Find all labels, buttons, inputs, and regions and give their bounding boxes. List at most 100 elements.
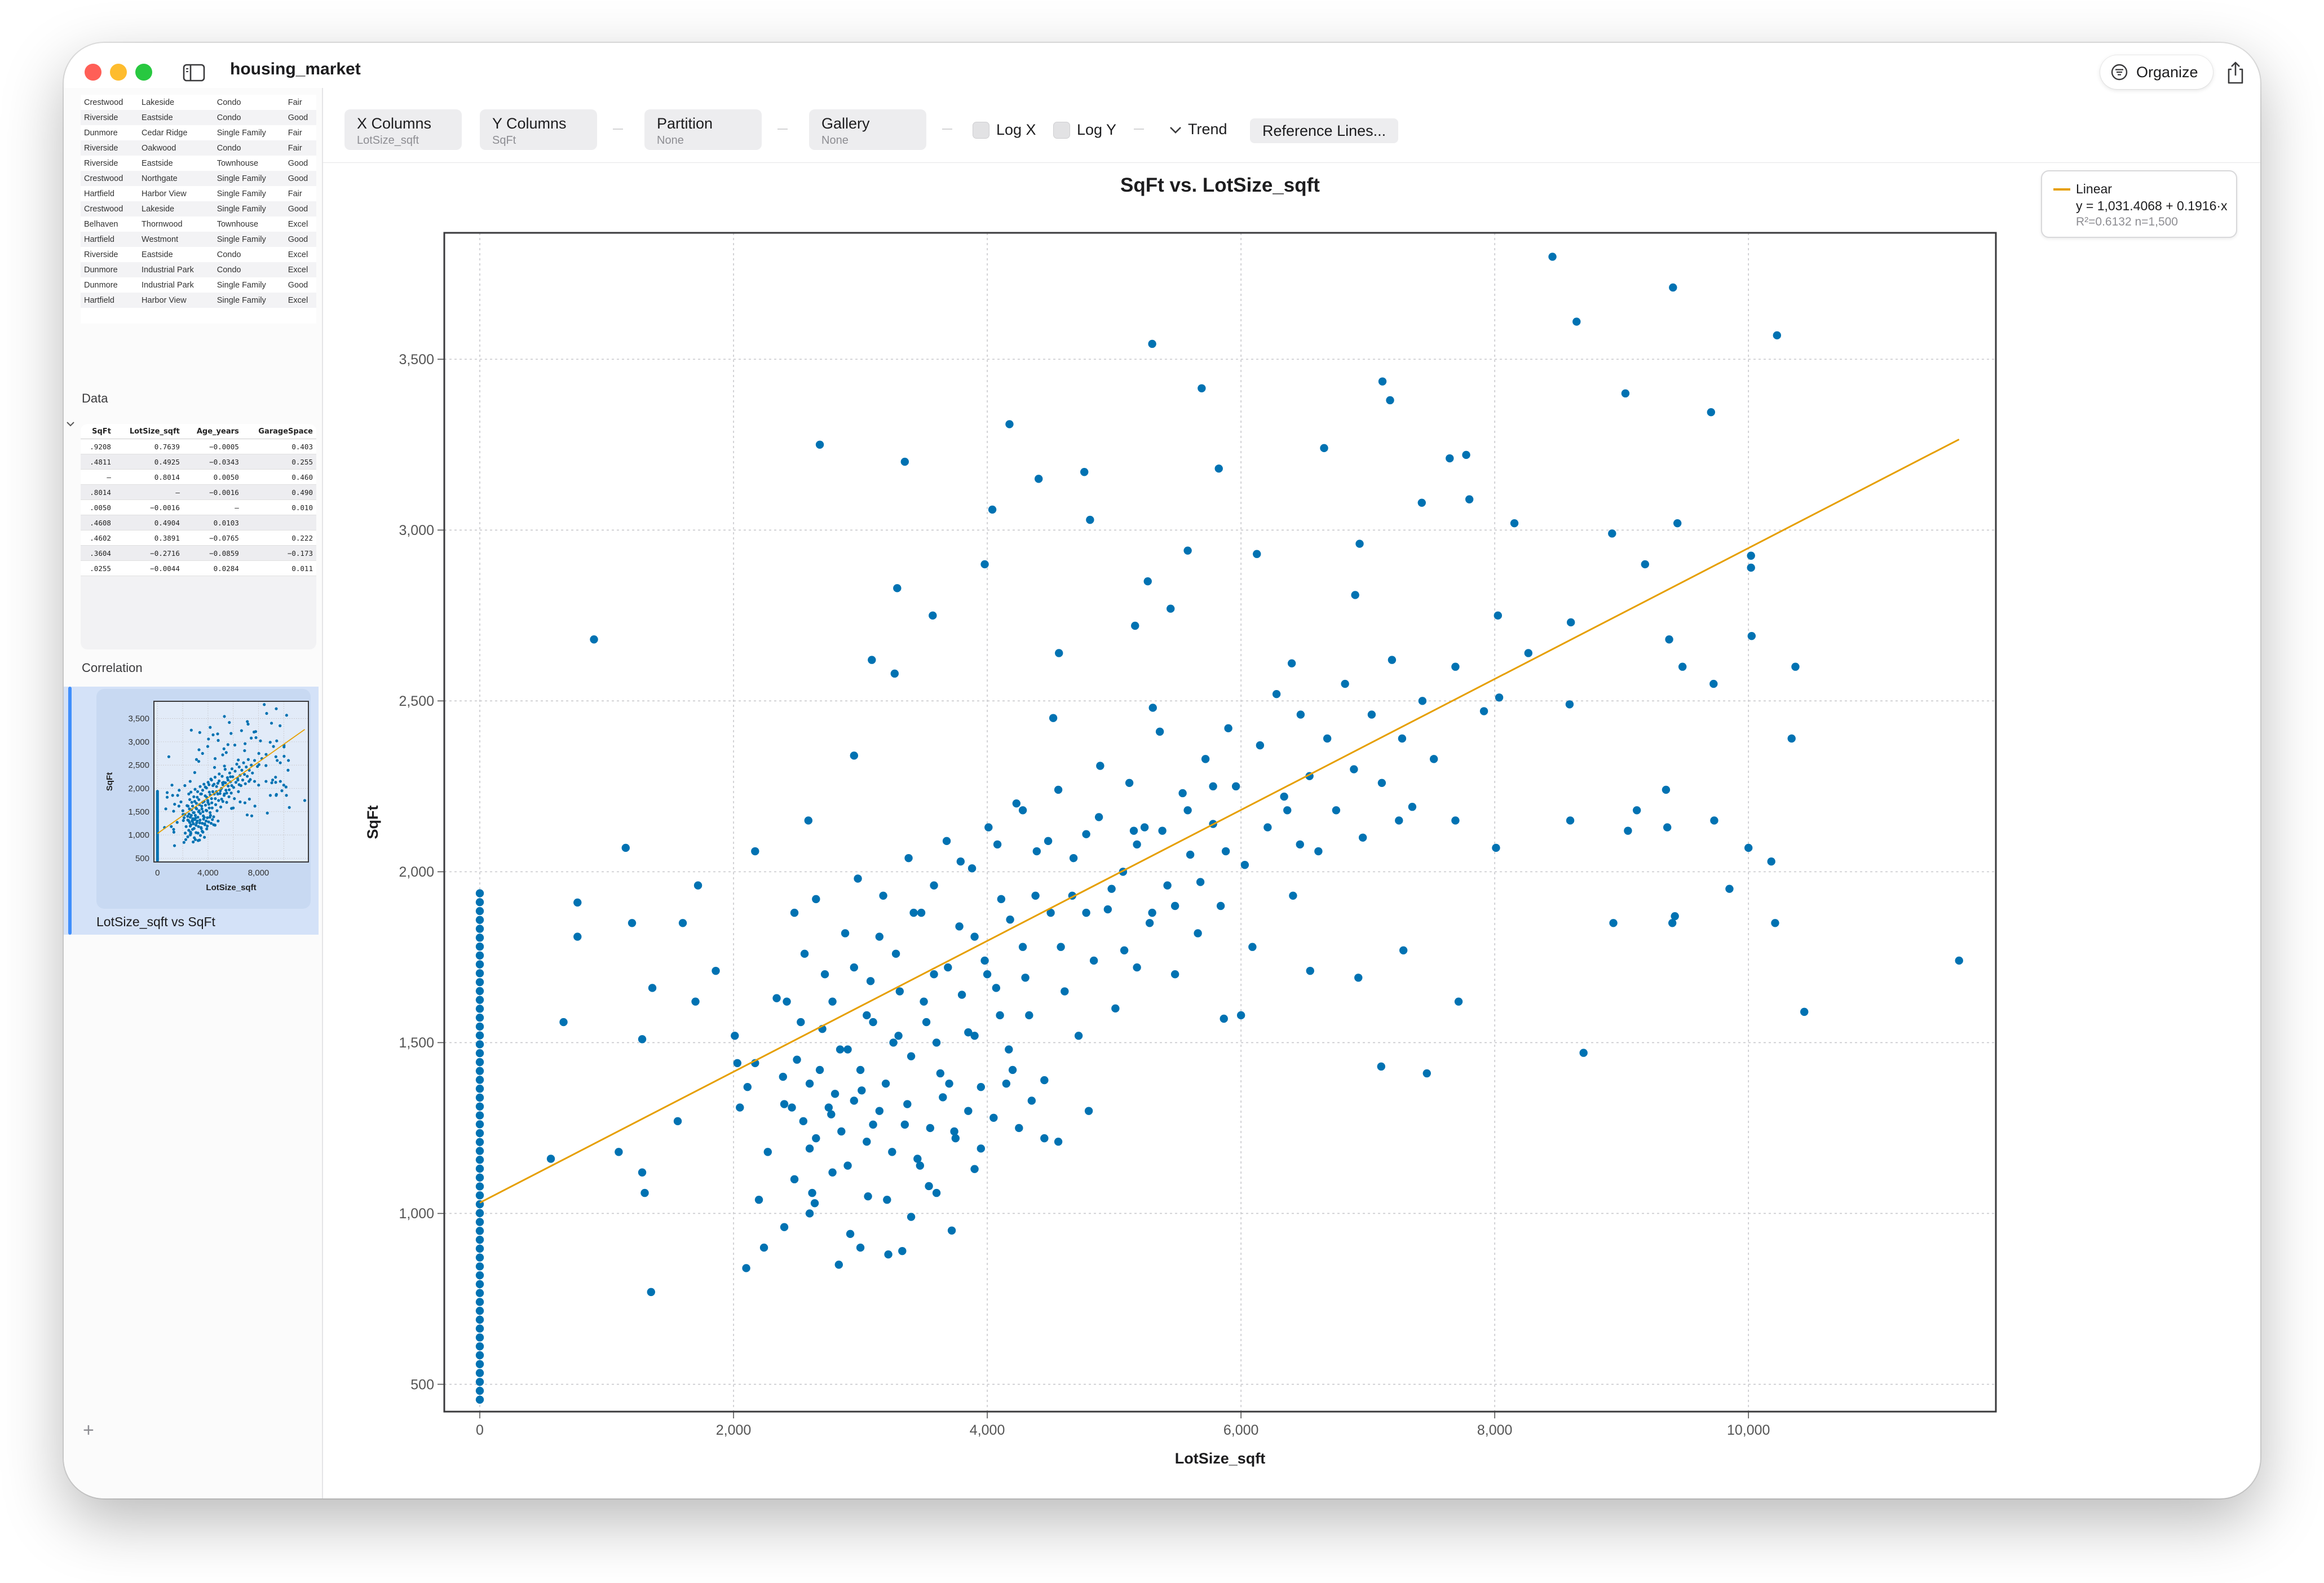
data-point	[198, 821, 201, 825]
data-point	[904, 854, 913, 863]
data-point	[279, 780, 282, 783]
partition-selector[interactable]: Partition None	[644, 109, 762, 150]
chart-thumbnail: 3,500 3,000 2,500 2,000 1,500 1,000 500 0 4,000 8…	[96, 689, 311, 909]
thumb-y-axis-label: SqFt	[105, 772, 114, 791]
data-point	[1167, 604, 1175, 613]
data-point	[175, 821, 179, 824]
data-point	[1224, 724, 1232, 733]
data-point	[188, 780, 192, 783]
data-cell: Harbor View	[142, 189, 187, 198]
corr-cell: .3604	[81, 545, 114, 561]
trend-line	[479, 439, 1960, 1204]
data-point	[165, 791, 169, 794]
log-y-checkbox[interactable]	[1053, 122, 1070, 139]
data-point	[970, 1032, 979, 1040]
data-point	[964, 1028, 973, 1037]
chart-thumbnail-item[interactable]: 3,500 3,000 2,500 2,000 1,500 1,000 500 0 4,000 8…	[64, 687, 319, 935]
data-point	[1767, 857, 1775, 866]
data-point	[925, 1182, 933, 1191]
data-point	[268, 741, 272, 744]
data-point	[219, 805, 223, 809]
data-point	[475, 907, 484, 916]
data-point	[213, 776, 217, 779]
data-point	[1744, 843, 1753, 852]
data-point	[936, 1069, 945, 1078]
data-point	[1155, 727, 1164, 736]
data-preview-card[interactable]: Crestwood Lakeside Condo Fair Riverside Easts…	[81, 95, 316, 324]
data-point	[205, 809, 209, 812]
data-point	[475, 996, 484, 1004]
data-point	[231, 775, 235, 779]
data-point	[1566, 816, 1575, 825]
data-point	[230, 784, 233, 788]
zoom-window-button[interactable]	[135, 64, 152, 81]
data-point	[197, 798, 201, 801]
minimize-window-button[interactable]	[110, 64, 127, 81]
data-point	[875, 932, 884, 941]
data-point	[1140, 823, 1149, 832]
data-point	[1673, 519, 1682, 528]
x-columns-selector[interactable]: X Columns LotSize_sqft	[344, 109, 462, 150]
data-point	[1510, 519, 1519, 528]
data-point	[192, 811, 196, 815]
data-point	[930, 970, 938, 979]
organize-button[interactable]: Organize	[2100, 55, 2213, 89]
data-point	[206, 824, 209, 828]
x-tick-label: 0	[476, 1422, 484, 1438]
trend-toggle[interactable]: Trend	[1169, 121, 1227, 138]
data-point	[947, 1226, 956, 1235]
data-point	[1451, 662, 1460, 671]
data-point	[230, 767, 234, 771]
data-point	[864, 1192, 872, 1201]
y-columns-selector[interactable]: Y Columns SqFt	[480, 109, 597, 150]
data-point	[199, 826, 203, 829]
data-point	[1069, 854, 1078, 863]
correlation-table: SqFt LotSize_sqft Age_years GarageSpace .920…	[81, 424, 316, 576]
data-point	[1791, 662, 1800, 671]
data-cell: Condo	[217, 98, 241, 107]
correlation-card[interactable]: SqFt LotSize_sqft Age_years GarageSpace .920…	[81, 424, 316, 649]
y-axis-label: SqFt	[364, 806, 381, 839]
data-point	[216, 792, 219, 795]
x-axis-label: LotSize_sqft	[1175, 1450, 1266, 1467]
add-button[interactable]: +	[83, 1420, 94, 1441]
x-tick-label: 6,000	[1223, 1422, 1259, 1438]
data-cell: Fair	[284, 140, 316, 156]
data-point	[1747, 631, 1756, 640]
scatter-plot[interactable]: 0 2,000 4,000 6,000 8,000 10,000 500 1,000 1,500…	[64, 43, 2260, 1498]
data-point	[275, 707, 278, 710]
y-tick-label: 2,500	[399, 693, 434, 709]
chevron-down-icon[interactable]	[66, 421, 75, 427]
data-point	[244, 782, 247, 785]
gallery-selector[interactable]: Gallery None	[809, 109, 926, 150]
data-point	[475, 1289, 484, 1297]
data-cell: Oakwood	[138, 140, 214, 156]
data-point	[185, 804, 189, 807]
legend-equation: y = 1,031.4068 + 0.1916·x	[2076, 198, 2228, 213]
reference-lines-button[interactable]: Reference Lines...	[1250, 118, 1399, 143]
sidebar-toggle-button[interactable]	[176, 57, 211, 89]
data-point	[201, 810, 205, 813]
data-point	[970, 932, 979, 941]
log-x-checkbox[interactable]	[973, 122, 989, 139]
corr-row: .9208 0.7639 −0.0005 0.403	[81, 439, 316, 454]
data-point	[279, 761, 282, 764]
share-button[interactable]	[2223, 59, 2248, 87]
corr-cell: 0.255	[242, 454, 316, 470]
scatter-points	[156, 703, 307, 862]
data-point	[475, 1040, 484, 1049]
data-point	[274, 776, 277, 779]
trend-legend[interactable]: Linear y = 1,031.4068 + 0.1916·x R²=0.61…	[2041, 170, 2237, 238]
data-row: Dunmore Industrial Park Condo Excel	[81, 262, 316, 277]
data-cell: Eastside	[138, 110, 214, 125]
data-row: Crestwood Northgate Single Family Good	[81, 171, 316, 186]
close-window-button[interactable]	[85, 64, 101, 81]
data-point	[229, 775, 232, 779]
data-point	[1351, 591, 1359, 599]
data-point	[179, 800, 183, 804]
data-point	[590, 635, 598, 644]
corr-row: —0.8014 0.0050 0.460	[81, 469, 316, 485]
log-y-label: Log Y	[1077, 121, 1117, 138]
data-point	[1221, 847, 1230, 856]
data-point	[733, 1059, 741, 1067]
